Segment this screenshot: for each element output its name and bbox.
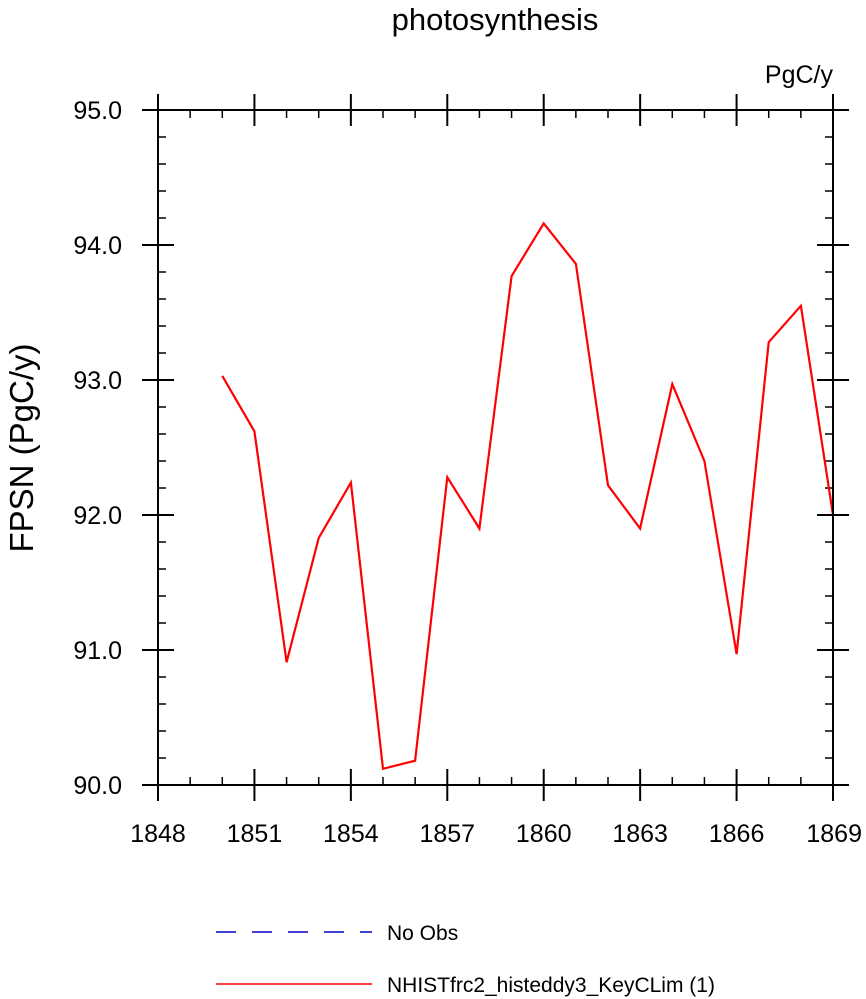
y-tick-label: 93.0 (73, 367, 122, 395)
legend-label: No Obs (387, 922, 458, 945)
y-tick-label: 95.0 (73, 97, 122, 125)
x-tick-label: 1854 (323, 820, 379, 848)
y-tick-label: 94.0 (73, 232, 122, 260)
y-tick-label: 92.0 (73, 502, 122, 530)
plot-frame (157, 109, 834, 786)
x-tick-label: 1860 (516, 820, 572, 848)
legend-label: NHISTfrc2_histeddy3_KeyCLim (1) (387, 974, 715, 997)
y-tick-label: 90.0 (73, 772, 122, 800)
y-tick-label: 91.0 (73, 637, 122, 665)
x-tick-label: 1866 (709, 820, 765, 848)
series-line (221, 221, 835, 771)
x-tick-label: 1851 (227, 820, 283, 848)
y-axis-label: FPSN (PgC/y) (3, 343, 40, 552)
x-tick-label: 1863 (612, 820, 668, 848)
x-tick-label: 1869 (806, 820, 862, 848)
x-tick-label: 1848 (130, 820, 186, 848)
chart-title: photosynthesis (392, 2, 599, 37)
units-label: PgC/y (765, 61, 834, 89)
x-tick-label: 1857 (419, 820, 475, 848)
